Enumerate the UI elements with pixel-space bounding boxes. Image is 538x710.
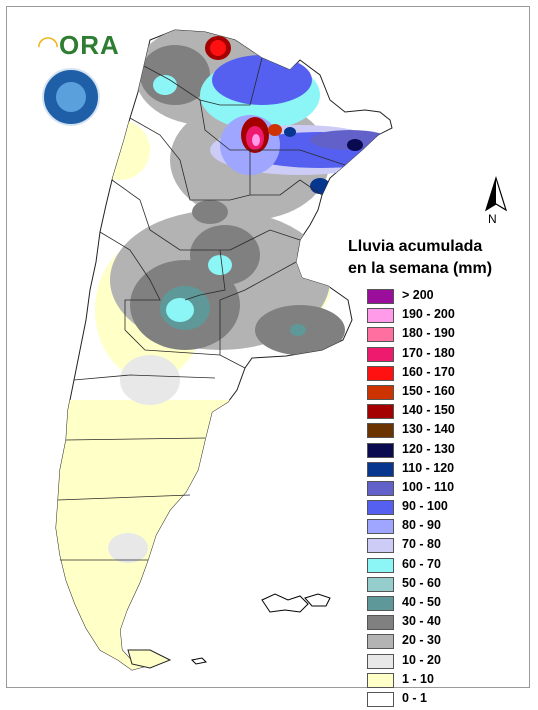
legend-label: 170 - 180 (402, 345, 455, 360)
ora-logo-arc-icon: ◠ (38, 30, 59, 60)
legend-label: 0 - 1 (402, 690, 428, 705)
north-arrow-icon (484, 176, 508, 212)
legend-swatch (367, 384, 394, 400)
legend-label: 90 - 100 (402, 499, 448, 514)
legend-swatch (367, 346, 394, 362)
legend-swatch (367, 365, 394, 381)
legend-label: 160 - 170 (402, 364, 455, 379)
legend-label: 130 - 140 (402, 422, 455, 437)
north-label: N (488, 212, 497, 226)
legend-title-line2: en la semana (mm) (348, 260, 493, 277)
legend-label: 110 - 120 (402, 460, 455, 475)
legend-label: 50 - 60 (402, 575, 441, 590)
legend-swatch (367, 691, 394, 707)
legend-label: 40 - 50 (402, 595, 441, 609)
legend-label: 120 - 130 (402, 441, 455, 456)
legend-swatch (367, 596, 394, 611)
legend-label: 60 - 70 (402, 556, 441, 571)
legend-title-line1: Lluvia acumulada (348, 238, 483, 255)
legend-label: 180 - 190 (402, 326, 455, 341)
legend-swatch (367, 423, 394, 439)
legend-swatch (367, 442, 394, 458)
legend-swatch (367, 672, 394, 688)
legend-swatch (367, 480, 394, 496)
legend-title: Lluvia acumulada en la semana (mm) (348, 236, 492, 280)
legend-label: 100 - 110 (402, 479, 455, 494)
legend-swatch (367, 634, 394, 650)
tierra-del-fuego (127, 649, 172, 669)
legend-label: > 200 (402, 288, 434, 302)
legend-swatch (367, 308, 394, 324)
legend-swatch (367, 538, 394, 554)
legend-label: 1 - 10 (402, 671, 434, 686)
falkland-islands (261, 593, 331, 613)
legend-swatch (367, 404, 394, 420)
ora-logo: ◠ORA (38, 30, 120, 61)
legend-label: 30 - 40 (402, 614, 441, 629)
legend-swatch (367, 557, 394, 573)
legend-label: 80 - 90 (402, 518, 441, 533)
legend-swatch (367, 653, 394, 669)
legend-label: 140 - 150 (402, 403, 455, 418)
smn-seal-icon (42, 68, 100, 126)
legend-swatch (367, 500, 394, 516)
legend-label: 70 - 80 (402, 537, 441, 552)
seal-globe-icon (56, 82, 86, 112)
legend-swatch (367, 519, 394, 535)
legend-swatch (367, 461, 394, 477)
legend-label: 10 - 20 (402, 652, 441, 667)
province-borders (57, 57, 346, 561)
legend-label: 20 - 30 (402, 633, 441, 648)
legend-swatch (367, 615, 394, 631)
legend-label: 150 - 160 (402, 383, 455, 398)
legend-label: 190 - 200 (402, 307, 455, 322)
legend-swatch (367, 576, 394, 592)
legend-swatch (367, 289, 394, 304)
isla-de-los-estados (190, 657, 208, 665)
ora-logo-text: ORA (59, 30, 120, 60)
legend-swatch (367, 327, 394, 343)
